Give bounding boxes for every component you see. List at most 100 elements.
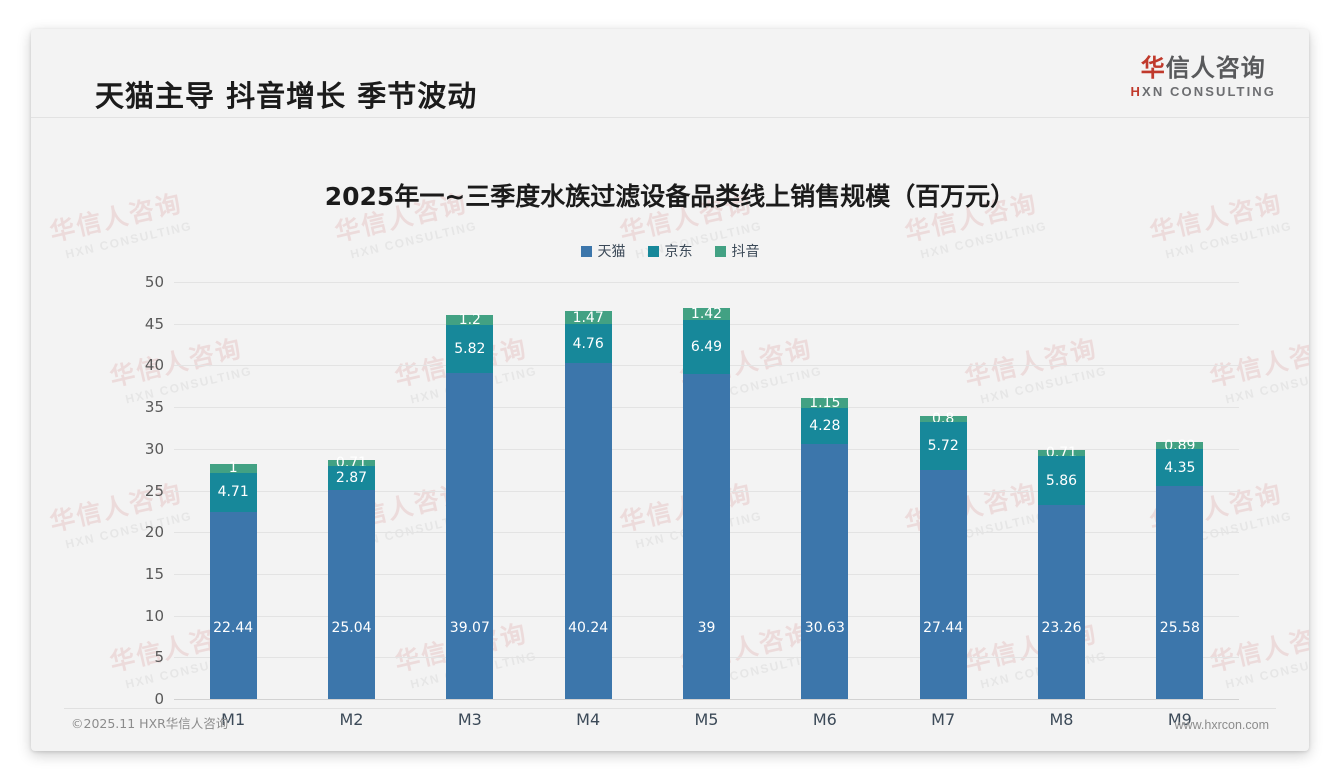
bar-segment-jd[interactable]: 4.28 [801,407,849,444]
page-title: 天猫主导 抖音增长 季节波动 [95,79,478,113]
bar-segment-douyin[interactable]: 0.89 [1156,439,1204,453]
bar-segment-jd[interactable]: 4.76 [564,323,612,364]
y-axis-tick-label: 35 [144,398,164,417]
chart-legend: 天猫 京东 抖音 [31,241,1309,261]
bar-segment-tmall[interactable]: 23.26 [1038,505,1085,699]
bar-value-label: 0.89 [1164,437,1196,454]
bar-value-label: 5.86 [1045,472,1078,489]
legend-label: 京东 [664,244,693,260]
bar-segment-tmall[interactable]: 22.44 [209,511,257,699]
y-axis-tick-label: 5 [154,648,164,667]
bar-segment-jd[interactable]: 5.72 [919,422,967,471]
chart-title: 2025年一~三季度水族过滤设备品类线上销售规模（百万元） [324,182,1016,211]
bar-segment-tmall[interactable]: 25.04 [328,490,375,699]
bar-value-label: 22.44 [213,620,254,636]
y-axis-tick-label: 45 [144,314,164,333]
y-axis-tick-label: 30 [144,439,164,458]
legend-label: 抖音 [731,244,760,260]
legend-swatch-icon [714,245,726,257]
logo-char-hua: 华 [1140,54,1166,82]
bar-group-m3[interactable]: 1.2 5.82 39.07 [446,311,494,699]
footer-divider [64,708,1276,709]
bar-group-m2[interactable]: 0.71 2.87 25.04 [328,456,375,699]
bar-segment-douyin[interactable]: 1.15 [801,396,849,410]
bar-segment-douyin[interactable]: 1.2 [446,311,494,328]
bar-value-label: 27.44 [923,620,964,636]
y-axis-tick-label: 50 [144,273,164,291]
bar-value-label: 1.47 [572,309,604,326]
bar-value-label: 4.28 [809,417,841,434]
bar-value-label: 6.49 [690,338,723,355]
bar-group-m7[interactable]: 0.8 5.72 27.44 [919,412,967,699]
bar-value-label: 5.82 [454,340,486,357]
bar-value-label: 39.07 [449,620,490,636]
legend-swatch-icon [580,245,592,257]
bar-group-m8[interactable]: 0.71 5.86 23.26 [1038,446,1085,699]
bar-segment-douyin[interactable]: 1.42 [683,305,730,322]
bar-value-label: 25.58 [1159,620,1200,636]
y-axis-tick-label: 20 [144,523,164,542]
y-axis-tick-label: 25 [144,481,164,500]
x-axis-label-m7: M7 [931,710,956,729]
bar-segment-jd[interactable]: 6.49 [683,319,730,374]
footer-website: www.hxrcon.com [1174,718,1269,732]
bar-group-m4[interactable]: 1.47 4.76 40.24 [564,309,612,699]
bar-segment-douyin[interactable]: 0.8 [919,412,967,426]
slide-header: 天猫主导 抖音增长 季节波动 华信人咨询 HXN CONSULTING [31,29,1309,118]
bar-segment-jd[interactable]: 4.35 [1156,449,1204,486]
legend-swatch-icon [647,245,659,257]
bar-segment-tmall[interactable]: 39.07 [446,373,494,699]
gridline [174,699,1239,700]
x-axis-label-m5: M5 [694,710,719,729]
bar-value-label: 4.76 [572,335,604,352]
bar-group-m6[interactable]: 1.15 4.28 30.63 [801,396,849,699]
x-axis-labels: M1 M2 M3 M4 M5 M6 M7 M8 M9 [174,710,1239,740]
bar-segment-tmall[interactable]: 30.63 [801,443,849,699]
x-axis-label-m2: M2 [339,710,364,729]
bar-segment-jd[interactable]: 5.82 [446,324,494,374]
bar-value-label: 1.2 [458,311,481,328]
bar-value-label: 30.63 [804,620,845,636]
bar-segment-jd[interactable]: 2.87 [328,466,375,491]
legend-item-jd[interactable]: 京东 [647,241,693,261]
legend-item-douyin[interactable]: 抖音 [714,241,760,261]
y-axis-tick-label: 15 [144,564,164,583]
bar-segment-tmall[interactable]: 27.44 [919,470,967,699]
bar-segment-tmall[interactable]: 25.58 [1156,485,1204,699]
bar-group-m5[interactable]: 1.42 6.49 39 [683,305,730,699]
slide-canvas: 华信人咨询 HXN CONSULTING 华信人咨询 HXN CONSULTING 华信… [31,29,1309,751]
logo-char-h: H [1130,84,1143,100]
bar-group-m1[interactable]: 1 4.71 22.44 [209,460,257,699]
x-axis-label-m6: M6 [812,710,837,729]
bar-value-label: 4.71 [217,484,249,501]
logo-chinese-rest: 信人咨询 [1165,54,1266,82]
gridline [174,282,1239,283]
x-axis-label-m1: M1 [221,710,246,729]
x-axis-label-m9: M9 [1167,710,1192,729]
bar-segment-douyin[interactable]: 1.47 [564,309,612,326]
bar-segment-jd[interactable]: 5.86 [1038,456,1085,506]
bar-series-container: 1 4.71 22.44 0.71 2.87 25.04 1.2 5.82 39.07 1.47 4… [174,282,1239,699]
logo-chinese-text: 华信人咨询 [1131,54,1276,82]
legend-item-tmall[interactable]: 天猫 [580,241,626,261]
bar-value-label: 1 [228,460,238,477]
bar-value-label: 1.42 [690,305,723,322]
logo-english-rest: XN CONSULTING [1142,84,1276,100]
logo-english-text: HXN CONSULTING [1131,84,1276,99]
legend-label: 天猫 [597,244,626,260]
y-axis-tick-label: 10 [144,606,164,625]
bar-segment-jd[interactable]: 4.71 [209,472,257,512]
x-axis-label-m4: M4 [576,710,601,729]
bar-segment-douyin[interactable]: 1 [209,460,257,477]
bar-value-label: 5.72 [927,438,959,455]
bar-value-label: 39 [697,620,716,636]
x-axis-label-m8: M8 [1049,710,1074,729]
y-axis-tick-label: 40 [144,356,164,375]
bar-value-label: 40.24 [568,620,609,636]
header-divider [31,117,1309,118]
y-axis-tick-label: 0 [154,690,164,708]
bar-segment-tmall[interactable]: 39 [683,373,730,699]
footer-copyright: ©2025.11 HXR华信人咨询 [71,716,229,731]
bar-segment-tmall[interactable]: 40.24 [564,363,612,699]
bar-group-m9[interactable]: 0.89 4.35 25.58 [1156,439,1204,699]
